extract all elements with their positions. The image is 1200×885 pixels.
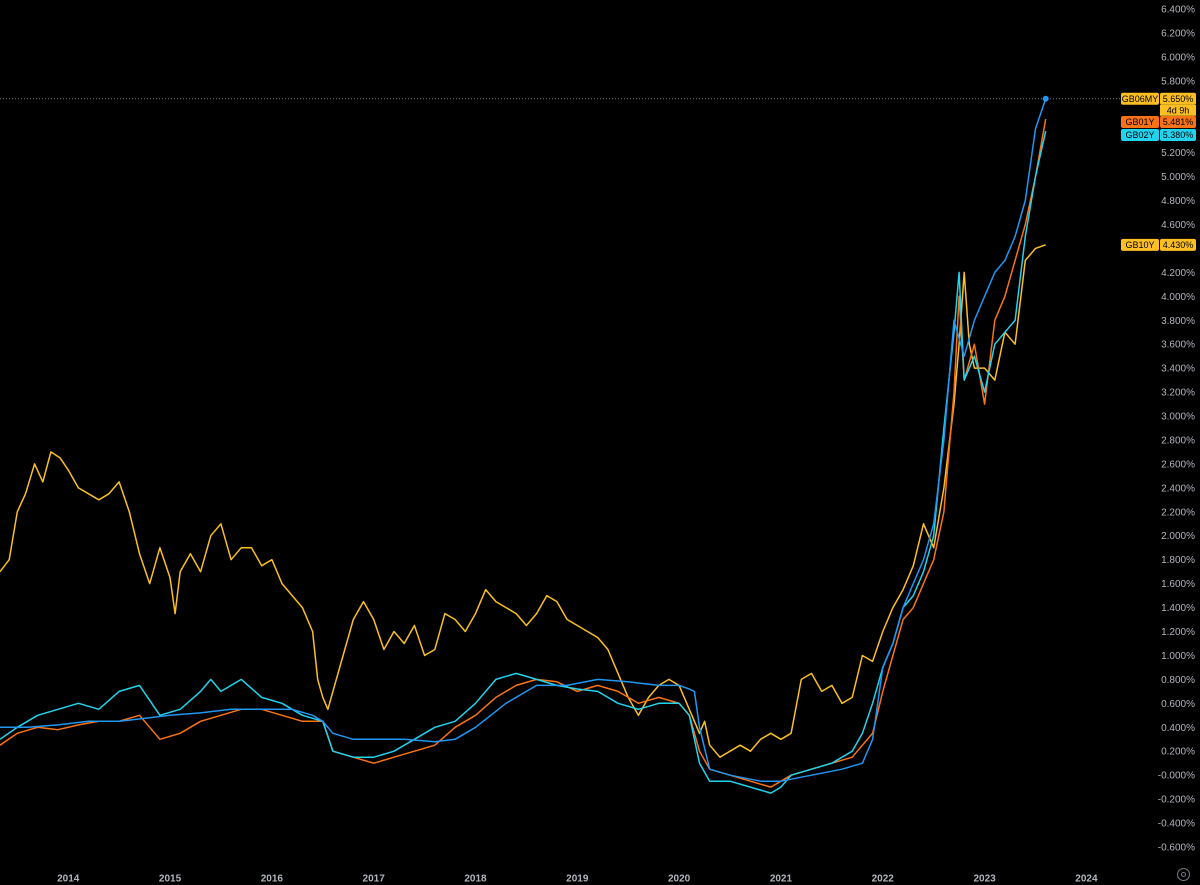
tag-value: 5.380% — [1163, 130, 1194, 140]
y-tick-label: 3.000% — [1161, 412, 1195, 423]
y-tick-label: 4.000% — [1161, 292, 1195, 303]
x-tick-label: 2016 — [261, 874, 284, 885]
x-tick-label: 2024 — [1075, 874, 1098, 885]
y-tick-label: 3.800% — [1161, 316, 1195, 327]
y-tick-label: 5.000% — [1161, 172, 1195, 183]
x-tick-label: 2014 — [57, 874, 80, 885]
y-tick-label: 5.200% — [1161, 148, 1195, 159]
tag-name: GB01Y — [1125, 117, 1154, 127]
tag-value-box — [1160, 92, 1196, 105]
y-tick-label: 4.800% — [1161, 196, 1195, 207]
tag-gb01y: GB01Y 5.481% — [1121, 116, 1196, 128]
y-tick-label: 1.000% — [1161, 651, 1195, 662]
series-line-gb10y — [0, 244, 1046, 758]
x-tick-label: 2018 — [464, 874, 487, 885]
y-tick-label: 1.400% — [1161, 603, 1195, 614]
y-tick-label: 1.600% — [1161, 579, 1195, 590]
x-tick-label: 2023 — [973, 874, 996, 885]
y-tick-label: 4.200% — [1161, 268, 1195, 279]
series-line-gb01y — [0, 118, 1047, 788]
y-tick-label: 3.400% — [1161, 364, 1195, 375]
y-tick-label: 2.200% — [1161, 507, 1195, 518]
y-tick-label: 2.400% — [1161, 483, 1195, 494]
tag-gb06my: GB06MY 5.650%4d 9h — [1121, 92, 1196, 116]
y-tick-label: 5.800% — [1161, 76, 1195, 87]
series-lines — [0, 98, 1047, 794]
series-line-gb02y — [0, 130, 1047, 794]
y-tick-label: 0.400% — [1161, 723, 1195, 734]
y-tick-label: 6.200% — [1161, 28, 1195, 39]
last-point-marker — [1042, 95, 1049, 102]
y-axis: 6.400% 6.200% 6.000% 5.800% 5.200% 5.000% 4.80… — [1158, 5, 1195, 854]
x-tick-label: 2022 — [872, 874, 895, 885]
tag-name-box — [1121, 116, 1159, 128]
tag-value: 5.481% — [1163, 117, 1194, 127]
x-axis: 2014 2015 2016 2017 2018 2019 2020 2021 2022 2023… — [57, 874, 1098, 885]
y-tick-label: 0.600% — [1161, 699, 1195, 710]
tag-name-box — [1121, 92, 1159, 105]
x-tick-label: 2019 — [566, 874, 589, 885]
y-tick-label: 6.400% — [1161, 5, 1195, 16]
tag-value-box — [1160, 116, 1196, 128]
tag-gb10y: GB10Y 4.430% — [1121, 238, 1196, 251]
y-tick-label: 2.800% — [1161, 435, 1195, 446]
x-tick-label: 2015 — [159, 874, 182, 885]
x-tick-label: 2021 — [770, 874, 793, 885]
tag-name: GB02Y — [1125, 130, 1154, 140]
tag-name-box — [1121, 129, 1159, 141]
y-tick-label: 2.000% — [1161, 531, 1195, 542]
tag-value: 4.430% — [1163, 240, 1194, 250]
tag-countdown-box — [1160, 104, 1196, 116]
tag-countdown: 4d 9h — [1167, 105, 1190, 115]
y-tick-label: 4.600% — [1161, 220, 1195, 231]
y-tick-label: 3.600% — [1161, 340, 1195, 351]
y-tick-label: 0.200% — [1161, 747, 1195, 758]
y-tick-label: 1.200% — [1161, 627, 1195, 638]
tag-name: GB10Y — [1125, 240, 1154, 250]
y-tick-label: 3.200% — [1161, 388, 1195, 399]
y-tick-label: -0.200% — [1158, 795, 1195, 806]
y-tick-label: -0.000% — [1158, 771, 1195, 782]
tag-name: GB06MY — [1122, 94, 1159, 104]
tag-name-box — [1121, 238, 1159, 251]
tag-value-box — [1160, 238, 1196, 251]
y-tick-label: 0.800% — [1161, 675, 1195, 686]
settings-icon[interactable] — [1177, 868, 1190, 881]
y-tick-label: 6.000% — [1161, 52, 1195, 63]
tag-gb02y: GB02Y 5.380% — [1121, 129, 1196, 141]
y-tick-label: -0.400% — [1158, 819, 1195, 830]
series-line-gb06my — [0, 98, 1047, 782]
series-tags: GB10Y 4.430% GB01Y 5.481% GB02Y 5.380% GB06MY 5… — [1121, 92, 1196, 251]
tag-value-box — [1160, 129, 1196, 141]
x-tick-label: 2017 — [363, 874, 386, 885]
y-tick-label: 2.600% — [1161, 459, 1195, 470]
y-tick-label: 1.800% — [1161, 555, 1195, 566]
y-tick-label: -0.600% — [1158, 843, 1195, 854]
tag-value: 5.650% — [1163, 94, 1194, 104]
x-tick-label: 2020 — [668, 874, 691, 885]
